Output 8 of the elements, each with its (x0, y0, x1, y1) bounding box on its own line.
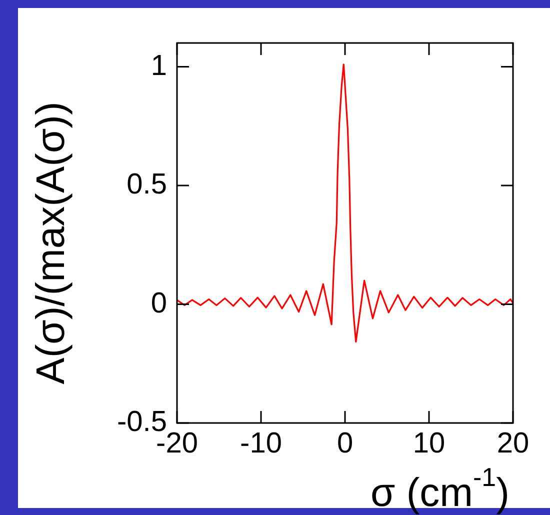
y-axis-title: A(σ)/(max(A(σ)) (29, 102, 73, 384)
y-tick-label: 1 (150, 50, 167, 82)
x-tick-label: 10 (412, 427, 446, 460)
y-tick-label: 0 (150, 287, 167, 320)
x-tick-label: -10 (240, 427, 282, 460)
x-tick-label: 0 (336, 427, 354, 460)
x-tick-label: 20 (496, 427, 530, 460)
y-tick-label: 0.5 (126, 168, 167, 200)
